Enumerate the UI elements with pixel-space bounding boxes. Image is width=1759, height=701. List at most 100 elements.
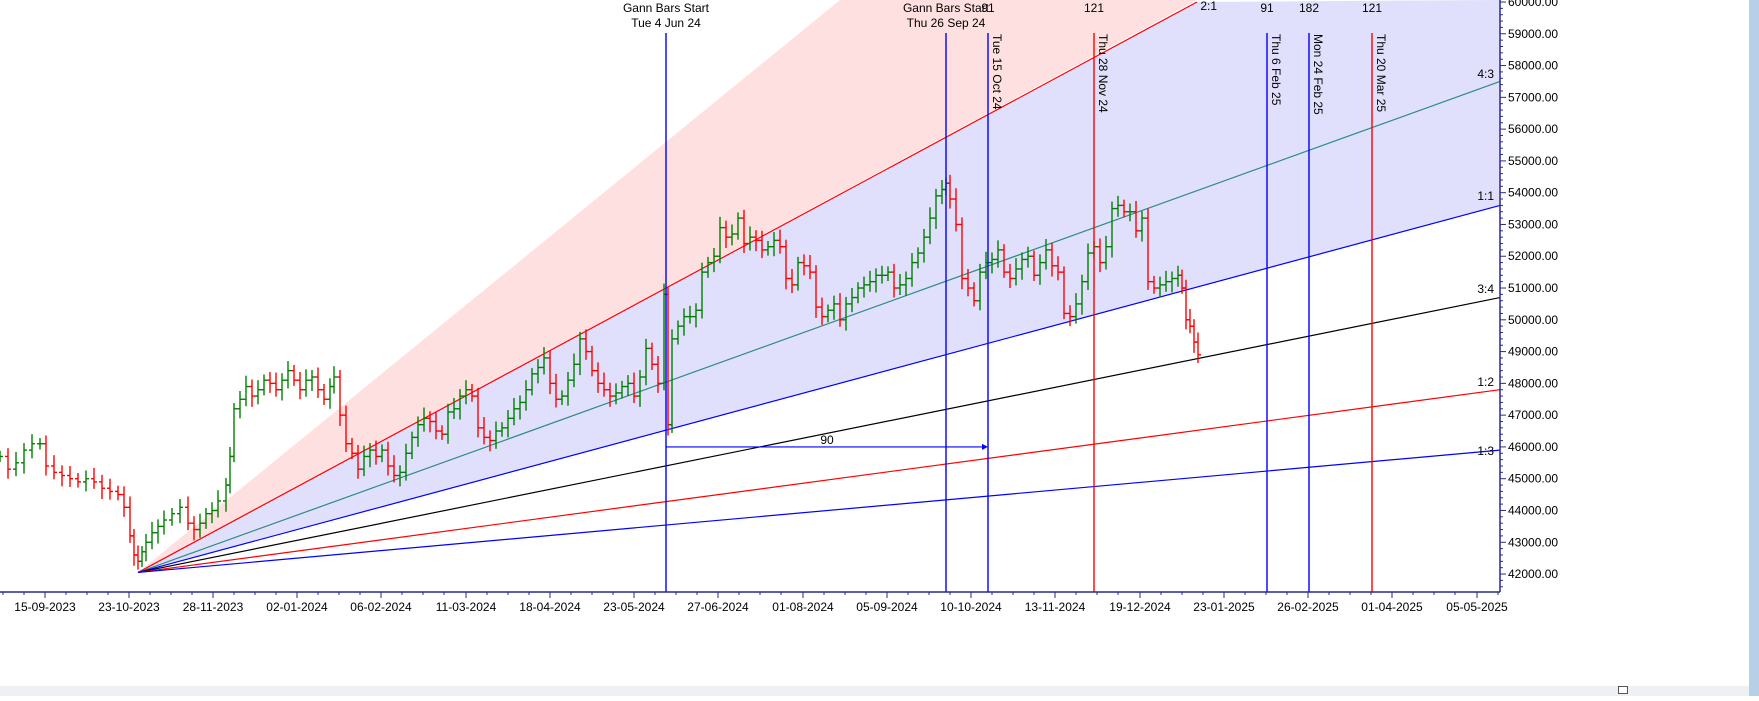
price-bar bbox=[379, 444, 385, 463]
price-bar bbox=[1115, 195, 1121, 217]
price-bar bbox=[965, 268, 971, 297]
x-tick-label: 05-09-2024 bbox=[856, 600, 918, 614]
price-bar bbox=[185, 496, 191, 531]
price-bar bbox=[493, 421, 499, 449]
price-bar bbox=[445, 403, 451, 444]
price-bar bbox=[801, 254, 807, 276]
price-bar bbox=[107, 478, 113, 500]
price-bar bbox=[463, 380, 469, 405]
price-bar bbox=[947, 174, 953, 209]
price-bar bbox=[327, 378, 333, 409]
time-marker[interactable]: 121 Thu 20 Mar 25 bbox=[1362, 1, 1388, 592]
price-bar bbox=[209, 502, 215, 524]
price-bar bbox=[1163, 270, 1169, 292]
horizontal-scrollbar[interactable] bbox=[0, 686, 1749, 696]
price-bar bbox=[99, 474, 105, 500]
price-bar bbox=[1037, 254, 1043, 285]
x-tick-label: 26-02-2025 bbox=[1277, 600, 1339, 614]
price-bar bbox=[1067, 305, 1073, 327]
price-bar bbox=[909, 253, 915, 287]
price-bar bbox=[469, 383, 475, 402]
price-bar bbox=[1073, 293, 1079, 324]
marker-bar-count: 91 bbox=[1260, 1, 1274, 15]
price-bar bbox=[595, 362, 601, 393]
marker-title: Gann Bars Start bbox=[623, 1, 710, 15]
price-bar bbox=[1085, 243, 1091, 290]
price-bar bbox=[977, 263, 983, 311]
price-bar bbox=[279, 373, 285, 401]
price-bar bbox=[885, 266, 891, 282]
price-bar bbox=[13, 452, 19, 477]
price-bar bbox=[517, 395, 523, 420]
price-bar bbox=[759, 230, 765, 259]
price-bar bbox=[273, 372, 279, 397]
time-marker[interactable]: 91 Thu 6 Feb 25 bbox=[1260, 1, 1283, 592]
price-bar bbox=[649, 342, 655, 371]
x-tick-label: 10-10-2024 bbox=[940, 600, 1002, 614]
x-tick-label: 01-08-2024 bbox=[772, 600, 834, 614]
price-bar bbox=[511, 397, 517, 426]
marker-rotated-date: Thu 28 Nov 24 bbox=[1096, 34, 1110, 113]
price-bar bbox=[989, 252, 995, 274]
price-bar bbox=[583, 329, 589, 360]
arrow-head-icon bbox=[982, 443, 988, 450]
price-bar bbox=[385, 441, 391, 476]
vertical-scrollbar[interactable] bbox=[1749, 0, 1759, 696]
y-tick-label: 53000.00 bbox=[1508, 217, 1558, 231]
price-bar bbox=[131, 528, 137, 566]
price-bar bbox=[771, 232, 777, 257]
price-bar bbox=[427, 411, 433, 433]
ratio-label: 3:4 bbox=[1477, 282, 1494, 296]
price-bar bbox=[0, 450, 3, 463]
price-bar bbox=[499, 422, 505, 437]
ratio-label: 1:2 bbox=[1477, 375, 1494, 389]
ratio-label: 1:1 bbox=[1477, 189, 1494, 203]
time-marker[interactable]: 182 Mon 24 Feb 25 bbox=[1299, 1, 1325, 592]
price-bar bbox=[1187, 308, 1193, 334]
fan-line-2-1 bbox=[137, 1, 1198, 573]
price-axis[interactable]: 60000.00 59000.00 58000.00 57000.00 56000.00… bbox=[1499, 0, 1558, 592]
price-bar bbox=[631, 372, 637, 404]
price-bar bbox=[619, 380, 625, 399]
fan-line-1-2 bbox=[137, 389, 1501, 574]
x-tick-label: 05-05-2025 bbox=[1446, 600, 1508, 614]
price-bar bbox=[553, 373, 559, 408]
price-bar bbox=[149, 521, 155, 550]
price-bar bbox=[1055, 256, 1061, 281]
price-bar bbox=[717, 216, 723, 264]
price-bar bbox=[529, 368, 535, 396]
price-bar bbox=[1061, 266, 1067, 320]
time-marker[interactable]: 91 Tue 15 Oct 24 bbox=[981, 1, 1004, 592]
y-tick-label: 46000.00 bbox=[1508, 440, 1558, 454]
upper-fan-zone bbox=[138, 0, 1197, 573]
price-bar bbox=[391, 455, 397, 483]
price-bar bbox=[343, 405, 349, 453]
scroll-thumb[interactable] bbox=[1618, 686, 1628, 694]
ratio-label: 1:3 bbox=[1477, 444, 1494, 458]
price-bar bbox=[687, 305, 693, 324]
y-tick-label: 60000.00 bbox=[1508, 0, 1558, 9]
price-bar bbox=[191, 516, 197, 541]
price-bar bbox=[1191, 319, 1197, 353]
price-bar bbox=[1103, 235, 1109, 270]
y-tick-label: 42000.00 bbox=[1508, 567, 1558, 581]
date-axis[interactable]: 15-09-2023 23-10-2023 28-11-2023 02-01-2024… bbox=[0, 591, 1508, 614]
time-marker[interactable]: 121 Thu 28 Nov 24 bbox=[1084, 1, 1110, 592]
price-bar bbox=[1001, 244, 1007, 278]
price-bar bbox=[643, 338, 649, 386]
price-bar bbox=[971, 282, 977, 307]
price-bar bbox=[37, 438, 43, 450]
ratio-label: 2:1 bbox=[1200, 0, 1217, 13]
price-bar bbox=[1133, 200, 1139, 238]
price-bar bbox=[1139, 211, 1145, 242]
marker-bar-count: 121 bbox=[1362, 1, 1382, 15]
ratio-label: 4:3 bbox=[1477, 67, 1494, 81]
y-tick-label: 44000.00 bbox=[1508, 503, 1558, 517]
price-bar bbox=[523, 380, 529, 411]
price-bar bbox=[607, 382, 613, 407]
